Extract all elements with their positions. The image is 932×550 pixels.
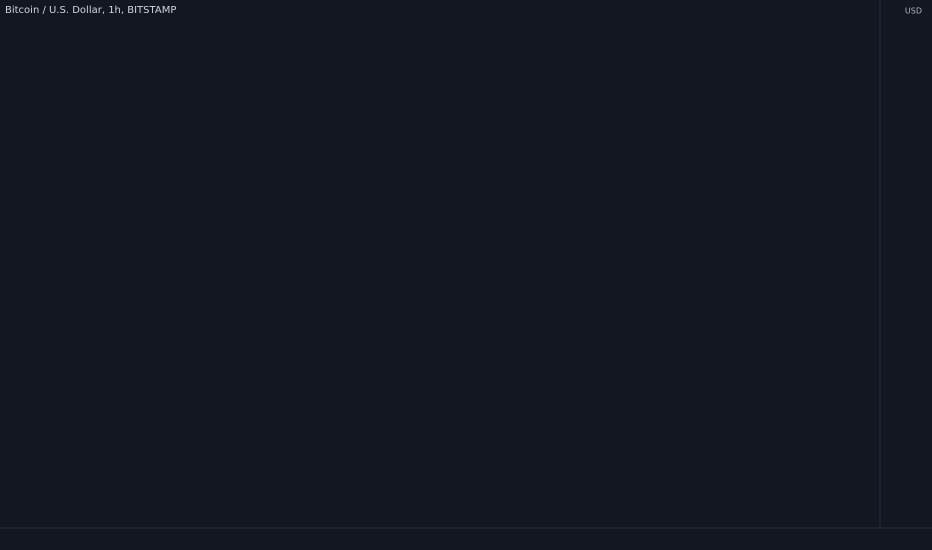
currency-label: USD	[905, 7, 922, 16]
price-axis	[880, 0, 932, 550]
chart-title: Bitcoin / U.S. Dollar, 1h, BITSTAMP	[5, 5, 176, 16]
